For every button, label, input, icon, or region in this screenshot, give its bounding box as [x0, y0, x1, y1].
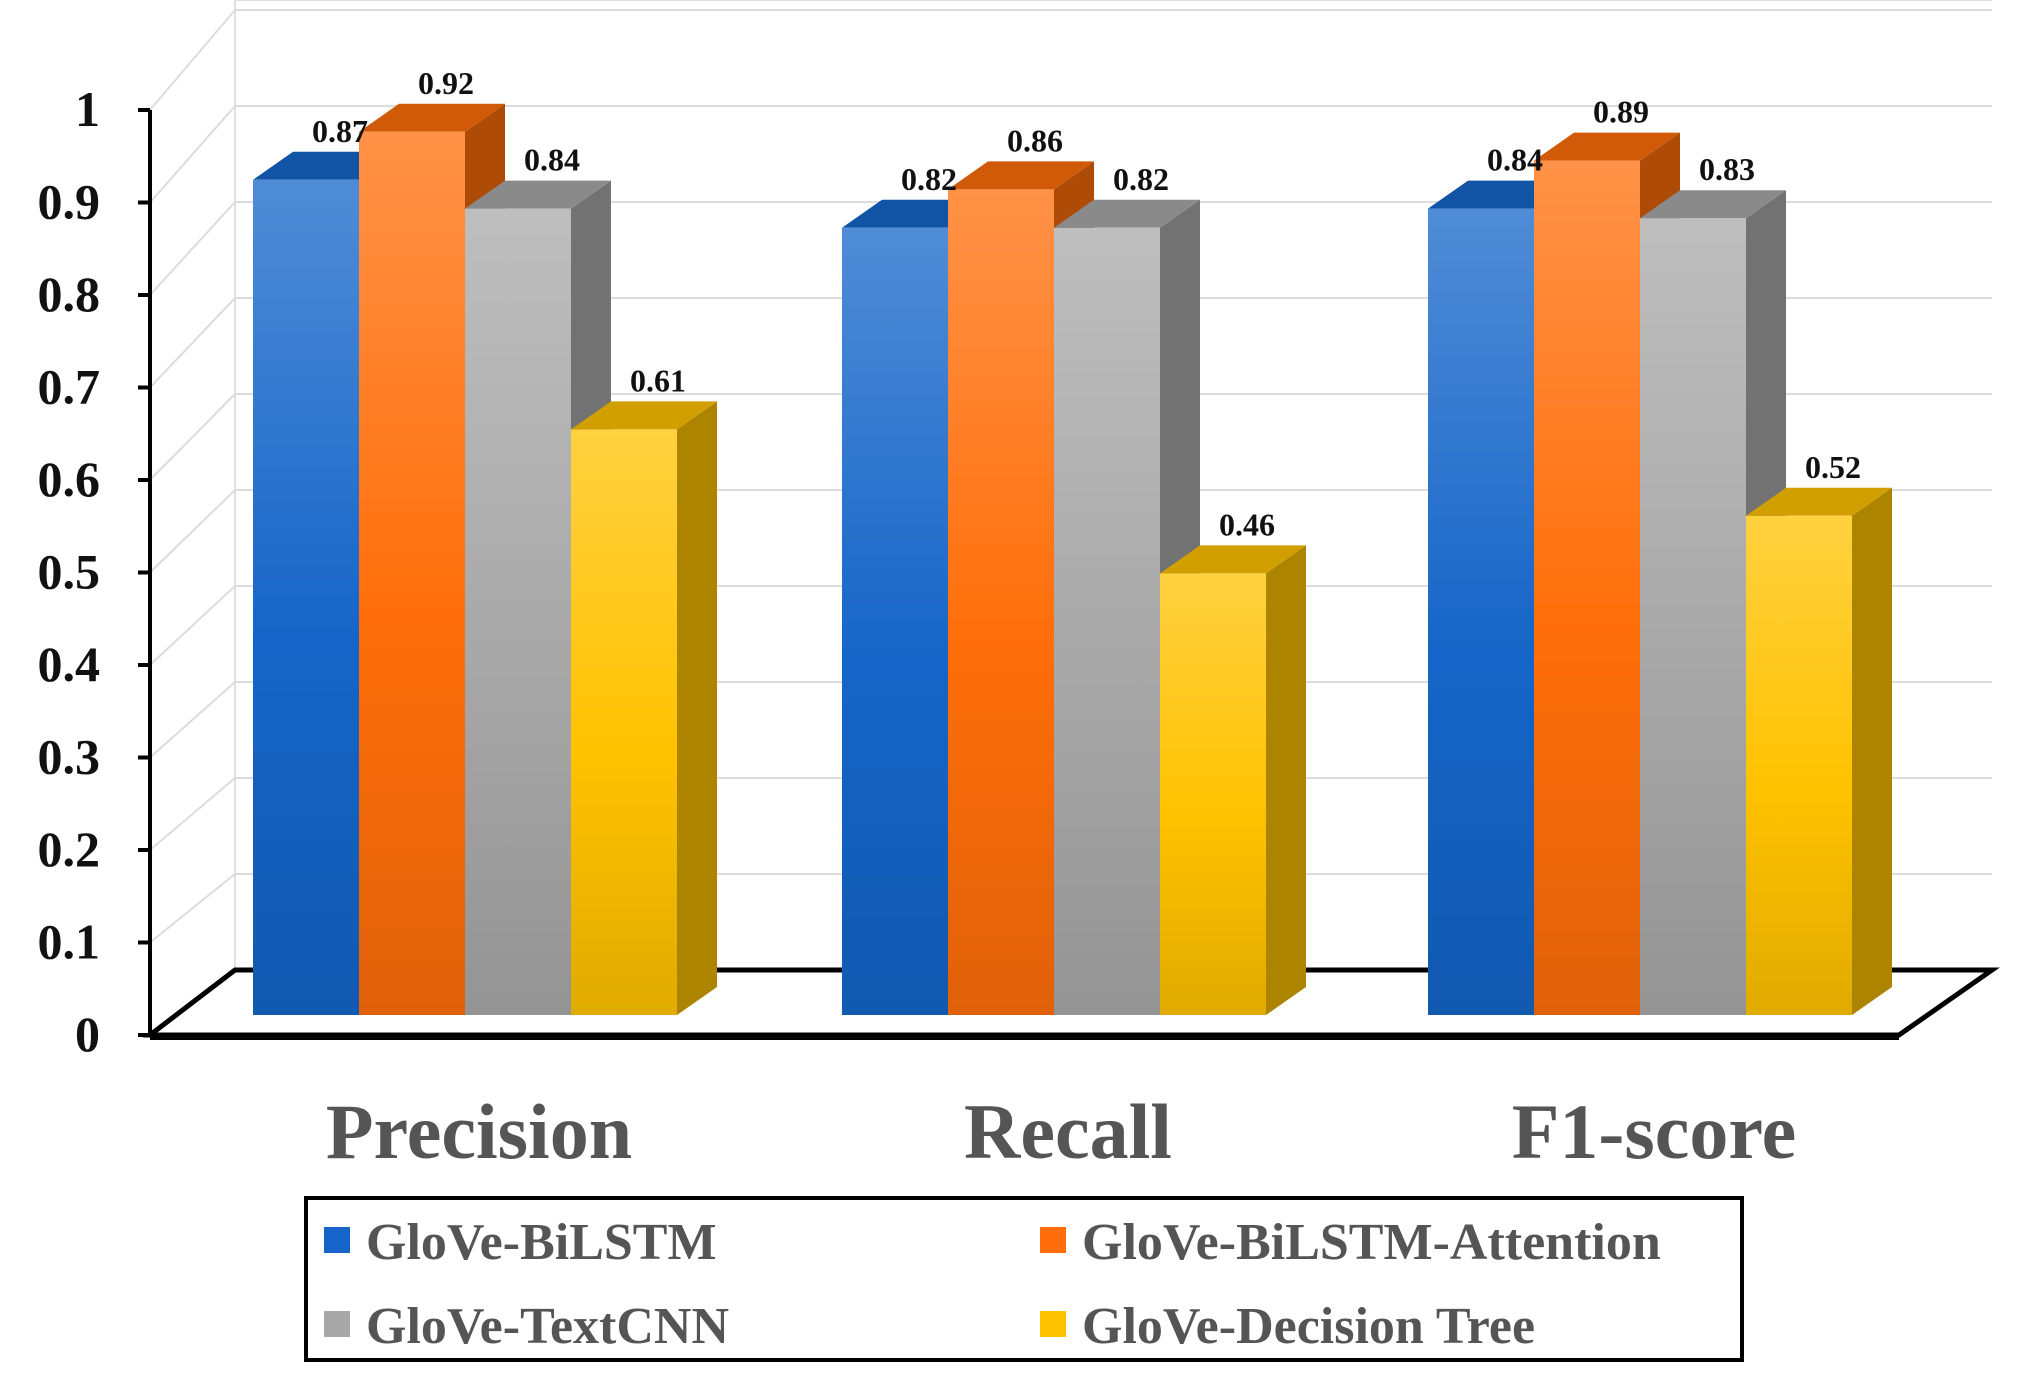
- legend-label-bilstm-attention: GloVe-BiLSTM-Attention: [1082, 1214, 1661, 1271]
- bar-top: [1160, 545, 1306, 574]
- y-tick-label: 0.8: [38, 266, 101, 322]
- chart-walls: [234, 0, 1992, 970]
- data-label: 0.83: [1699, 151, 1755, 187]
- y-tick-label: 0.5: [38, 544, 101, 600]
- bar-top: [1746, 487, 1892, 516]
- data-label: 0.82: [901, 161, 957, 197]
- legend-swatch-decision-tree: [1040, 1311, 1066, 1337]
- data-label: 0.86: [1007, 122, 1063, 158]
- bar: [1160, 573, 1266, 1015]
- legend-label-bilstm: GloVe-BiLSTM: [366, 1214, 717, 1271]
- data-label: 0.87: [312, 113, 368, 149]
- y-tick-label: 0.6: [38, 451, 101, 507]
- y-tick-label: 0.1: [38, 914, 101, 970]
- x-tick-label: Precision: [326, 1088, 632, 1175]
- bar: [842, 227, 948, 1016]
- data-label: 0.61: [630, 362, 686, 398]
- y-tick-label: 1: [75, 81, 100, 137]
- gridline: [149, 489, 1992, 574]
- bar-top: [1534, 132, 1680, 161]
- bar-top: [465, 180, 611, 209]
- bar-top: [1640, 190, 1786, 219]
- bar-top: [571, 401, 717, 430]
- x-tick-label: F1-score: [1512, 1088, 1796, 1175]
- x-axis: Precision Recall F1-score: [326, 1088, 1796, 1175]
- legend-box: [304, 1196, 1744, 1362]
- legend-swatch-bilstm-attention: [1040, 1227, 1066, 1253]
- gridline: [149, 9, 1992, 111]
- data-label: 0.92: [418, 65, 474, 101]
- bar-top: [1054, 199, 1200, 228]
- value-labels: 0.87 0.92 0.84 0.61 0.82 0.86 0.82 0.46 0.84 0.89…: [312, 65, 1861, 543]
- bar: [1428, 208, 1534, 1016]
- bar: [253, 179, 359, 1016]
- bar: [1054, 227, 1160, 1016]
- y-axis: 0 0.1 0.2 0.3 0.4 0.5 0.6 0.7 0.8 0.9 1: [38, 81, 152, 1062]
- floor-front-edge: [150, 1035, 1899, 1040]
- gridline: [149, 585, 1992, 666]
- bar-side: [1852, 487, 1892, 1015]
- data-label: 0.84: [1487, 142, 1543, 178]
- x-tick-label: Recall: [964, 1088, 1172, 1175]
- y-tick-label: 0: [75, 1006, 100, 1062]
- gridline: [149, 105, 1992, 204]
- gridline: [149, 873, 1992, 944]
- legend-swatch-textcnn: [324, 1311, 350, 1337]
- bar: [571, 429, 677, 1015]
- data-label: 0.84: [524, 142, 580, 178]
- bar-top: [359, 103, 505, 132]
- bar: [359, 131, 465, 1016]
- bar: [948, 189, 1054, 1015]
- bar-side: [677, 401, 717, 1015]
- gridlines: [149, 9, 1992, 944]
- gridline: [149, 777, 1992, 851]
- gridline: [149, 297, 1992, 389]
- y-tick-label: 0.7: [38, 359, 101, 415]
- gridline: [149, 201, 1992, 296]
- gridline: [149, 681, 1992, 759]
- legend: GloVe-BiLSTM GloVe-BiLSTM-Attention GloV…: [304, 1196, 1744, 1362]
- bar: [1746, 515, 1852, 1015]
- y-tick-label: 0.4: [38, 636, 101, 692]
- bars: [253, 103, 1892, 1016]
- y-tick-label: 0.9: [38, 174, 101, 230]
- bar: [1534, 160, 1640, 1016]
- bar: [465, 208, 571, 1016]
- bar-top: [948, 161, 1094, 190]
- bar-side: [1266, 545, 1306, 1015]
- data-label: 0.89: [1593, 94, 1649, 130]
- gridline: [149, 393, 1992, 481]
- y-tick-label: 0.2: [38, 821, 101, 877]
- y-tick-label: 0.3: [38, 729, 101, 785]
- legend-label-decision-tree: GloVe-Decision Tree: [1082, 1298, 1535, 1355]
- legend-label-textcnn: GloVe-TextCNN: [366, 1298, 729, 1355]
- data-label: 0.46: [1219, 506, 1275, 542]
- data-label: 0.82: [1113, 161, 1169, 197]
- bar: [1640, 218, 1746, 1015]
- data-label: 0.52: [1805, 449, 1861, 485]
- legend-swatch-bilstm: [324, 1227, 350, 1253]
